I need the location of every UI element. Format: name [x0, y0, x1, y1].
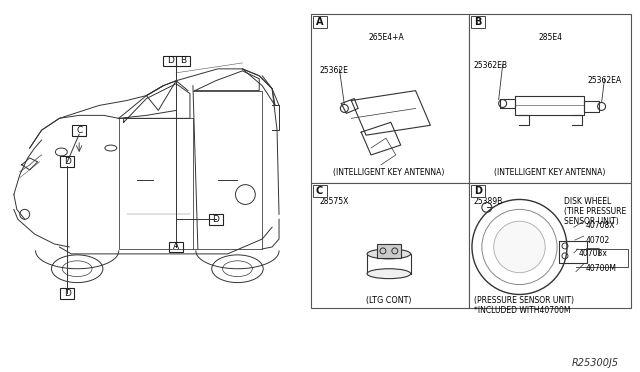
Text: (LTG CONT): (LTG CONT)	[366, 296, 412, 305]
Bar	[377, 244, 401, 258]
Ellipse shape	[482, 209, 557, 285]
Text: D: D	[64, 157, 71, 166]
Text: 28575X: 28575X	[319, 198, 349, 206]
Bar	[163, 55, 177, 66]
Ellipse shape	[367, 269, 411, 279]
Text: 40708X: 40708X	[586, 221, 615, 230]
Text: D: D	[212, 215, 219, 224]
Text: SENSOR UNIT): SENSOR UNIT)	[564, 217, 619, 226]
Text: A: A	[173, 243, 179, 251]
Text: A: A	[316, 17, 323, 28]
Text: D: D	[474, 186, 482, 196]
Text: 25362EB: 25362EB	[474, 61, 508, 70]
Text: C: C	[76, 126, 83, 135]
Bar	[60, 288, 74, 299]
Text: 40702: 40702	[586, 236, 610, 245]
Bar	[313, 185, 326, 196]
Text: *INCLUDED WITH40700M: *INCLUDED WITH40700M	[474, 306, 570, 315]
Text: 40700M: 40700M	[586, 264, 617, 273]
Bar	[310, 15, 469, 183]
Bar	[209, 214, 223, 225]
Text: 285E4: 285E4	[538, 33, 562, 42]
Text: (INTELLIGENT KEY ANTENNA): (INTELLIGENT KEY ANTENNA)	[495, 168, 606, 177]
Text: 25362E: 25362E	[319, 66, 348, 75]
Text: (INTELLIGENT KEY ANTENNA): (INTELLIGENT KEY ANTENNA)	[333, 168, 445, 177]
Text: B: B	[474, 17, 481, 28]
Text: DISK WHEEL: DISK WHEEL	[564, 198, 611, 206]
Ellipse shape	[493, 221, 545, 273]
Text: 25389B: 25389B	[474, 198, 503, 206]
Text: R25300J5: R25300J5	[572, 358, 618, 368]
Text: D: D	[167, 57, 173, 65]
Ellipse shape	[472, 199, 567, 295]
Bar	[169, 241, 183, 253]
Bar	[72, 125, 86, 136]
Text: D: D	[64, 289, 71, 298]
Bar	[471, 185, 485, 196]
Text: (PRESSURE SENSOR UNIT): (PRESSURE SENSOR UNIT)	[474, 296, 574, 305]
Text: C: C	[316, 186, 323, 196]
Bar	[469, 183, 631, 308]
Bar	[310, 183, 469, 308]
Text: B: B	[180, 57, 186, 65]
Text: (TIRE PRESSURE: (TIRE PRESSURE	[564, 207, 626, 217]
Ellipse shape	[367, 249, 411, 259]
Bar	[471, 16, 485, 28]
Bar	[60, 157, 74, 167]
Text: 40703x: 40703x	[579, 249, 608, 258]
Bar	[313, 16, 326, 28]
Bar	[176, 55, 190, 66]
Bar	[469, 15, 631, 183]
Text: 25362EA: 25362EA	[588, 76, 621, 85]
Text: 265E4+A: 265E4+A	[368, 33, 404, 42]
